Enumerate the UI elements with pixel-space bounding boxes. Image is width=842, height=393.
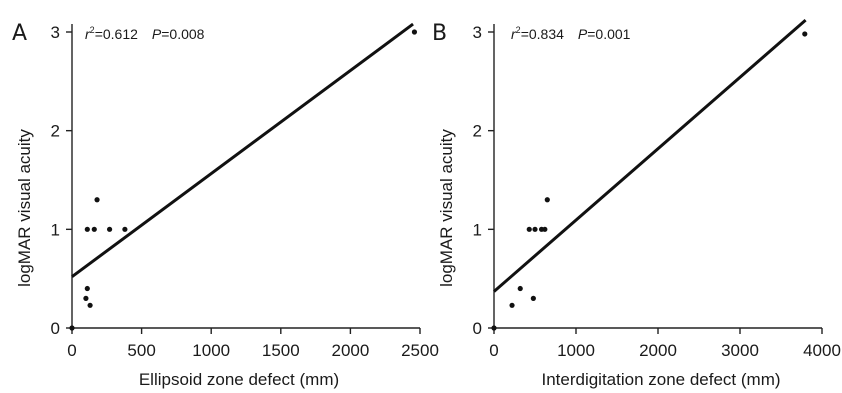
panel-a-data-point [69, 325, 75, 331]
panel-b-data-point [802, 31, 808, 37]
panel-a-label: A [12, 21, 27, 46]
panel-b-x-tick-label: 2000 [639, 341, 677, 360]
panel-a-data-point [84, 285, 90, 292]
panel-a-y-ticks: 0 1 2 3 [51, 23, 72, 338]
panel-b-x-tick-label: 1000 [557, 341, 595, 360]
panel-b-x-tick-label: 0 [489, 341, 498, 360]
panel-a-y-tick-label: 2 [51, 122, 60, 141]
panel-a-regression-line [71, 22, 414, 278]
panel-b-y-ticks: 0 1 2 3 [473, 23, 494, 338]
panel-a-points [69, 29, 418, 331]
panel-a-x-ticks: 0 500 1000 1500 2000 2500 [67, 328, 439, 360]
panel-a-data-point [87, 302, 93, 308]
panel-b-data-point [542, 226, 548, 232]
panel-b-y-tick-label: 1 [473, 220, 482, 239]
panel-a-data-point [83, 295, 89, 301]
panel-b-x-tick-label: 3000 [721, 341, 759, 360]
panel-b-y-title: logMAR visual acuity [437, 129, 456, 287]
panel-a-x-tick-label: 0 [67, 341, 76, 360]
panel-b: B r2=0.834 P=0.001 0 1000 2000 3000 4000 0 1 2 3… [432, 19, 841, 389]
panel-a-x-title: Ellipsoid zone defect (mm) [139, 370, 339, 389]
panel-b-x-tick-label: 4000 [803, 341, 841, 360]
panel-a-stats: r2=0.612 P=0.008 [85, 25, 205, 42]
panel-b-y-tick-label: 3 [473, 23, 482, 42]
panel-b-data-point [491, 325, 497, 331]
panel-a-data-point [94, 197, 100, 203]
panel-b-data-point [530, 295, 536, 301]
panel-b-data-point [544, 197, 550, 203]
panel-b-data-point [509, 302, 515, 308]
panel-a-data-point [106, 226, 113, 232]
panel-b-x-ticks: 0 1000 2000 3000 4000 [489, 328, 841, 360]
panel-b-data-point [526, 226, 532, 232]
panel-a-data-point [84, 226, 90, 232]
panel-a: A r2=0.612 P=0.008 0 500 1000 1500 2000 2500 0… [12, 21, 439, 389]
panel-a-x-tick-label: 2500 [401, 341, 439, 360]
panel-a-y-tick-label: 0 [51, 319, 60, 338]
panel-a-data-point [411, 29, 418, 35]
panel-b-regression-line [493, 19, 807, 293]
panel-a-data-point [122, 226, 128, 232]
panel-a-y-tick-label: 1 [51, 220, 60, 239]
panel-b-data-point [517, 285, 523, 292]
panel-b-stats: r2=0.834 P=0.001 [511, 25, 631, 42]
panel-a-data-point [91, 226, 97, 232]
panel-a-y-title: logMAR visual acuity [15, 129, 34, 287]
panel-b-data-point [532, 226, 538, 232]
panel-a-x-tick-label: 1500 [262, 341, 300, 360]
panel-b-y-tick-label: 0 [473, 319, 482, 338]
panel-b-x-title: Interdigitation zone defect (mm) [541, 370, 780, 389]
panel-a-y-tick-label: 3 [51, 23, 60, 42]
panel-b-label: B [432, 21, 447, 46]
panel-b-y-tick-label: 2 [473, 122, 482, 141]
panel-a-x-tick-label: 500 [127, 341, 155, 360]
panel-a-x-tick-label: 1000 [192, 341, 230, 360]
panel-b-points [491, 31, 808, 331]
panel-a-x-tick-label: 2000 [331, 341, 369, 360]
